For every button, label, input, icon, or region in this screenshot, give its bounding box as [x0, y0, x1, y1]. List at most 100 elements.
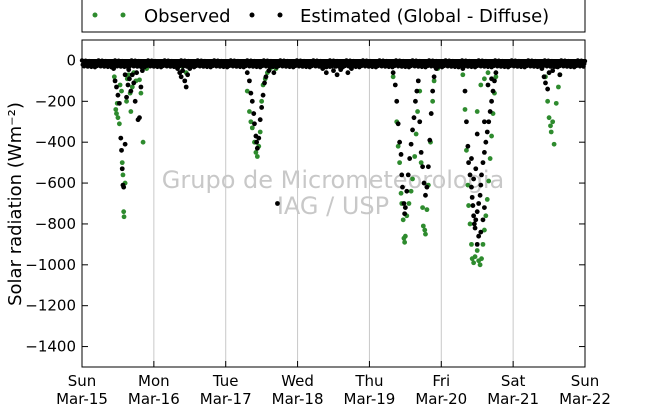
estimated-point: [474, 241, 480, 247]
observed-point: [412, 154, 418, 159]
observed-point: [413, 131, 419, 137]
estimated-point: [352, 62, 358, 67]
estimated-point: [275, 201, 280, 206]
estimated-point: [254, 145, 260, 151]
estimated-point: [256, 135, 262, 141]
estimated-point: [405, 172, 411, 178]
x-tick-label-day: Sat: [501, 372, 526, 390]
observed-point: [465, 182, 471, 188]
x-tick-label-date: Mar-20: [415, 390, 467, 408]
estimated-point: [131, 80, 137, 86]
estimated-point: [477, 192, 483, 198]
observed-point: [464, 147, 469, 153]
estimated-point: [111, 66, 117, 72]
observed-point: [480, 241, 486, 247]
estimated-point: [545, 86, 551, 92]
observed-point: [121, 214, 127, 220]
watermark-line-1: Grupo de Micrometeorologia: [162, 166, 504, 194]
estimated-point: [277, 62, 283, 67]
y-tick-label: −1200: [25, 297, 76, 315]
estimated-point: [469, 184, 474, 190]
observed-point: [402, 239, 408, 245]
x-tick-label-date: Mar-22: [559, 390, 611, 408]
estimated-point: [427, 137, 433, 143]
estimated-point: [490, 88, 496, 94]
observed-point: [244, 88, 250, 94]
estimated-point: [550, 68, 556, 74]
x-axis: SunMar-15MonMar-16TueMar-17WedMar-18ThuM…: [56, 40, 611, 408]
observed-point: [485, 70, 491, 76]
estimated-point: [465, 143, 471, 149]
estimated-point: [139, 68, 145, 74]
x-tick-label-date: Mar-18: [272, 390, 324, 408]
estimated-point: [489, 98, 494, 104]
estimated-point: [539, 66, 545, 72]
estimated-point: [483, 139, 489, 145]
y-tick-label: −800: [35, 215, 76, 233]
observed-point: [460, 72, 466, 78]
estimated-point: [417, 119, 423, 125]
estimated-point: [471, 213, 477, 219]
estimated-point: [341, 63, 347, 68]
estimated-point: [548, 62, 553, 67]
observed-point: [121, 209, 127, 215]
observed-point: [140, 139, 146, 145]
observed-point: [129, 84, 135, 90]
watermark: Grupo de Micrometeorologia IAG / USP: [162, 166, 504, 220]
estimated-point: [415, 78, 421, 84]
observed-point: [422, 227, 428, 233]
estimated-point: [424, 184, 430, 190]
y-axis: 0 −200 −400 −600 −800 −1000 −1200 −1400: [25, 51, 585, 356]
observed-point: [462, 107, 468, 112]
estimated-point: [115, 92, 121, 98]
estimated-point: [473, 217, 479, 223]
observed-point: [478, 82, 484, 88]
x-tick-label-day: Thu: [354, 372, 383, 390]
observed-point: [553, 100, 559, 106]
observed-point: [247, 109, 252, 114]
estimated-point: [121, 184, 127, 190]
estimated-point: [399, 172, 405, 178]
estimated-point: [249, 98, 255, 104]
estimated-point: [114, 84, 119, 90]
observed-point: [423, 231, 428, 237]
estimated-point: [478, 229, 484, 235]
observed-point: [467, 221, 473, 227]
observed-point: [556, 84, 561, 90]
estimated-point: [126, 67, 132, 73]
observed-points: [111, 62, 563, 268]
estimated-point: [132, 98, 138, 104]
observed-point: [390, 74, 396, 80]
estimated-point: [251, 111, 257, 116]
y-tick-label: −600: [35, 174, 76, 192]
estimated-point: [469, 156, 474, 161]
estimated-point: [410, 127, 415, 133]
x-tick-label-day: Sun: [68, 372, 97, 390]
estimated-point: [478, 182, 484, 188]
observed-point: [395, 143, 401, 149]
x-tick-label-date: Mar-19: [344, 390, 396, 408]
estimated-point: [462, 88, 468, 94]
x-tick-label-day: Wed: [281, 372, 314, 390]
estimated-point: [470, 203, 476, 208]
x-tick-label-date: Mar-21: [487, 390, 539, 408]
estimated-point: [271, 70, 277, 76]
observed-point: [113, 107, 119, 112]
observed-point: [398, 190, 404, 196]
estimated-point: [482, 205, 487, 210]
estimated-point: [390, 70, 396, 76]
estimated-point: [460, 66, 466, 72]
legend-observed-marker-1: [92, 12, 98, 18]
estimated-point: [331, 68, 336, 74]
observed-point: [551, 141, 557, 147]
observed-point: [420, 205, 426, 210]
estimated-point: [262, 80, 267, 86]
estimated-point: [178, 74, 184, 80]
observed-point: [430, 98, 436, 104]
estimated-point: [394, 98, 400, 104]
observed-point: [116, 121, 122, 127]
estimated-point: [259, 105, 265, 110]
observed-point: [120, 172, 126, 178]
estimated-point: [433, 66, 439, 72]
estimated-point: [493, 70, 499, 76]
